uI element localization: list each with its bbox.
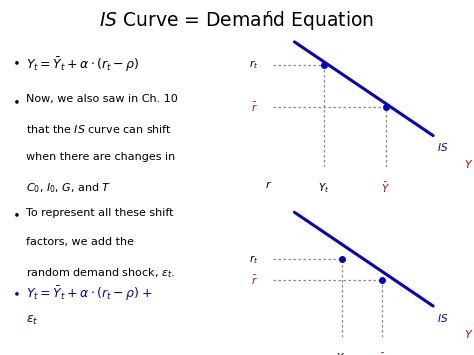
Text: $Y_t = \bar{Y}_t + \alpha \cdot (r_t - \rho)$: $Y_t = \bar{Y}_t + \alpha \cdot (r_t - \… <box>26 55 140 73</box>
Text: $Y$: $Y$ <box>464 328 474 340</box>
Text: $IS$: $IS$ <box>437 312 448 324</box>
Text: $\bullet$: $\bullet$ <box>12 94 19 107</box>
Text: $\epsilon_t$: $\epsilon_t$ <box>26 314 38 327</box>
Text: Now, we also saw in Ch. 10: Now, we also saw in Ch. 10 <box>26 94 178 104</box>
Text: $\bullet$: $\bullet$ <box>12 286 19 299</box>
Text: $\bar{r}$: $\bar{r}$ <box>251 101 258 114</box>
Text: $Y_t$: $Y_t$ <box>336 351 347 355</box>
Text: $\bullet$: $\bullet$ <box>12 55 19 68</box>
Text: $IS$: $IS$ <box>437 141 448 153</box>
Text: $r$: $r$ <box>265 8 273 19</box>
Text: that the $\mathit{IS}$ curve can shift: that the $\mathit{IS}$ curve can shift <box>26 123 172 135</box>
Text: $r_t$: $r_t$ <box>249 253 258 266</box>
Text: $Y$: $Y$ <box>464 158 474 170</box>
Text: $\mathit{IS}$ Curve = Demand Equation: $\mathit{IS}$ Curve = Demand Equation <box>100 9 374 32</box>
Text: To represent all these shift: To represent all these shift <box>26 208 173 218</box>
Text: $\bar{Y}$: $\bar{Y}$ <box>377 351 387 355</box>
Text: $r$: $r$ <box>265 179 273 190</box>
Text: factors, we add the: factors, we add the <box>26 237 134 247</box>
Text: $Y_t = \bar{Y}_t + \alpha \cdot (r_t - \rho) +$: $Y_t = \bar{Y}_t + \alpha \cdot (r_t - \… <box>26 284 153 302</box>
Text: $Y_t$: $Y_t$ <box>318 181 329 195</box>
Text: $\bar{r}$: $\bar{r}$ <box>251 274 258 287</box>
Text: $C_0$, $I_0$, $G$, and $T$: $C_0$, $I_0$, $G$, and $T$ <box>26 181 111 195</box>
Text: random demand shock, $\varepsilon_t$.: random demand shock, $\varepsilon_t$. <box>26 266 175 280</box>
Text: $\bullet$: $\bullet$ <box>12 208 19 221</box>
Text: $r_t$: $r_t$ <box>249 58 258 71</box>
Text: when there are changes in: when there are changes in <box>26 152 175 162</box>
Text: $\bar{Y}$: $\bar{Y}$ <box>381 181 390 195</box>
